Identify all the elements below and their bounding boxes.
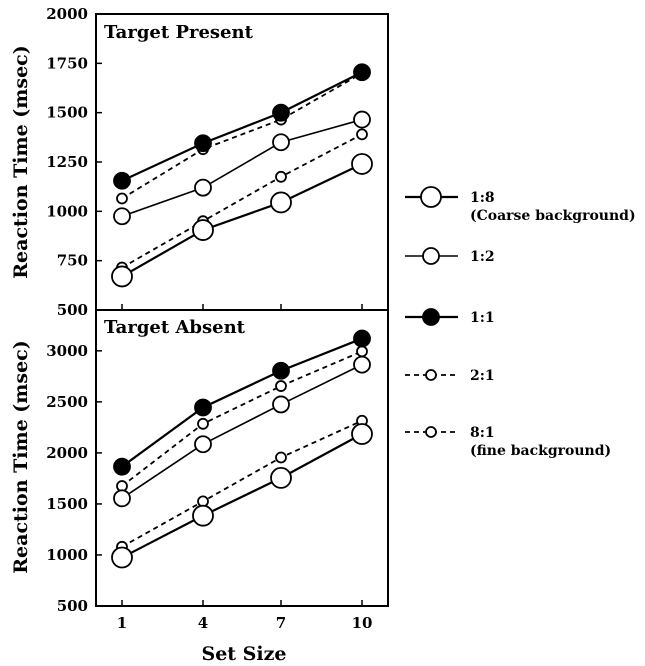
- data-point-1-1: [353, 63, 371, 82]
- data-point-1-2: [194, 435, 212, 454]
- data-point-8-1: [275, 451, 287, 464]
- series-line-8-1: [121, 419, 363, 548]
- x-tick-label: 1: [117, 614, 127, 632]
- legend-item-1-8: 1:8 (Coarse background): [405, 186, 636, 224]
- data-series: [111, 63, 373, 569]
- data-point-1-1: [272, 361, 290, 380]
- y-tick-label: 1500: [46, 104, 88, 122]
- data-point-1-2: [113, 207, 131, 226]
- legend-label: 2:1: [470, 368, 495, 384]
- y-tick-label: 1500: [46, 495, 88, 513]
- panel-bottom-frame: [95, 309, 389, 607]
- y-axis-title-bottom: Reaction Time (msec): [10, 340, 32, 573]
- y-tick-label: 2500: [46, 393, 88, 411]
- data-point-1-8: [351, 153, 373, 175]
- data-point-2-1: [116, 192, 128, 205]
- data-point-1-2: [353, 355, 371, 374]
- legend-marker: [422, 308, 440, 326]
- legend-item-1-2: 1:2: [405, 247, 495, 265]
- data-point-1-2: [272, 133, 290, 152]
- series-line-1-2: [121, 118, 363, 218]
- legend-marker: [425, 426, 437, 438]
- data-point-1-8: [270, 191, 292, 214]
- legend-marker: [422, 247, 440, 265]
- data-point-1-1: [113, 171, 131, 190]
- series-line-2-1: [121, 72, 363, 200]
- y-tick-label: 2000: [46, 5, 88, 23]
- data-point-1-2: [353, 110, 371, 129]
- legend-item-2-1: 2:1: [405, 368, 495, 384]
- data-point-2-1: [275, 380, 287, 392]
- series-line-1-1: [121, 71, 363, 182]
- y-tick-label: 750: [57, 252, 88, 270]
- data-point-1-8: [192, 219, 214, 241]
- panel-top-title: Target Present: [104, 22, 254, 43]
- legend-label: 8:1: [470, 425, 495, 441]
- series-line-1-8: [121, 433, 363, 559]
- series-line-2-1: [121, 350, 363, 487]
- y-tick-label: 500: [57, 597, 88, 615]
- y-tick-label: 1250: [46, 153, 88, 171]
- legend-label: 1:2: [470, 249, 495, 265]
- legend-sublabel: (fine background): [470, 443, 611, 459]
- data-point-1-2: [113, 489, 131, 508]
- y-tick-label: 500: [57, 301, 88, 319]
- x-tick-label: 7: [276, 614, 286, 632]
- data-point-1-1: [113, 457, 131, 476]
- data-point-8-1: [275, 170, 287, 183]
- y-tick-label: 2000: [46, 444, 88, 462]
- data-point-2-1: [356, 345, 368, 358]
- data-point-1-8: [192, 504, 214, 527]
- legend-marker: [420, 186, 442, 208]
- legend-label: 1:1: [470, 310, 495, 326]
- panel-bottom-title: Target Absent: [104, 317, 246, 338]
- y-tick-label: 1000: [46, 546, 88, 564]
- y-tick-label: 3000: [46, 342, 88, 360]
- series-line-1-8: [121, 162, 363, 278]
- series-line-1-2: [121, 363, 363, 499]
- data-point-1-2: [272, 395, 290, 414]
- axis-ticks: 500 750 1000 1250 1500 1750 2000 500 1000 1500 200…: [46, 5, 372, 632]
- data-point-8-1: [356, 128, 368, 141]
- x-tick-label: 4: [198, 614, 208, 632]
- legend-sublabel: (Coarse background): [470, 208, 636, 224]
- series-line-1-1: [121, 337, 363, 468]
- data-point-1-8: [111, 546, 133, 569]
- series-line-8-1: [121, 133, 363, 269]
- data-point-1-1: [194, 398, 212, 417]
- data-point-1-8: [270, 467, 292, 489]
- y-axis-title-top: Reaction Time (msec): [10, 45, 32, 278]
- data-point-1-8: [351, 423, 373, 445]
- y-tick-label: 1000: [46, 202, 88, 220]
- data-point-1-1: [272, 103, 290, 122]
- data-point-1-8: [111, 265, 133, 288]
- legend-item-8-1: 8:1 (fine background): [405, 425, 611, 459]
- legend-label: 1:8: [470, 190, 495, 206]
- y-tick-label: 1750: [46, 54, 88, 72]
- legend-item-1-1: 1:1: [405, 308, 495, 326]
- legend-marker: [425, 369, 437, 381]
- data-point-1-1: [353, 329, 371, 348]
- x-tick-label: 10: [352, 614, 373, 632]
- data-point-2-1: [197, 417, 209, 430]
- legend: 1:8 (Coarse background) 1:2 1:1 2:1 8:1 (fine …: [405, 186, 636, 459]
- data-point-1-1: [194, 134, 212, 153]
- x-axis-title: Set Size: [201, 643, 286, 665]
- data-point-1-2: [194, 178, 212, 197]
